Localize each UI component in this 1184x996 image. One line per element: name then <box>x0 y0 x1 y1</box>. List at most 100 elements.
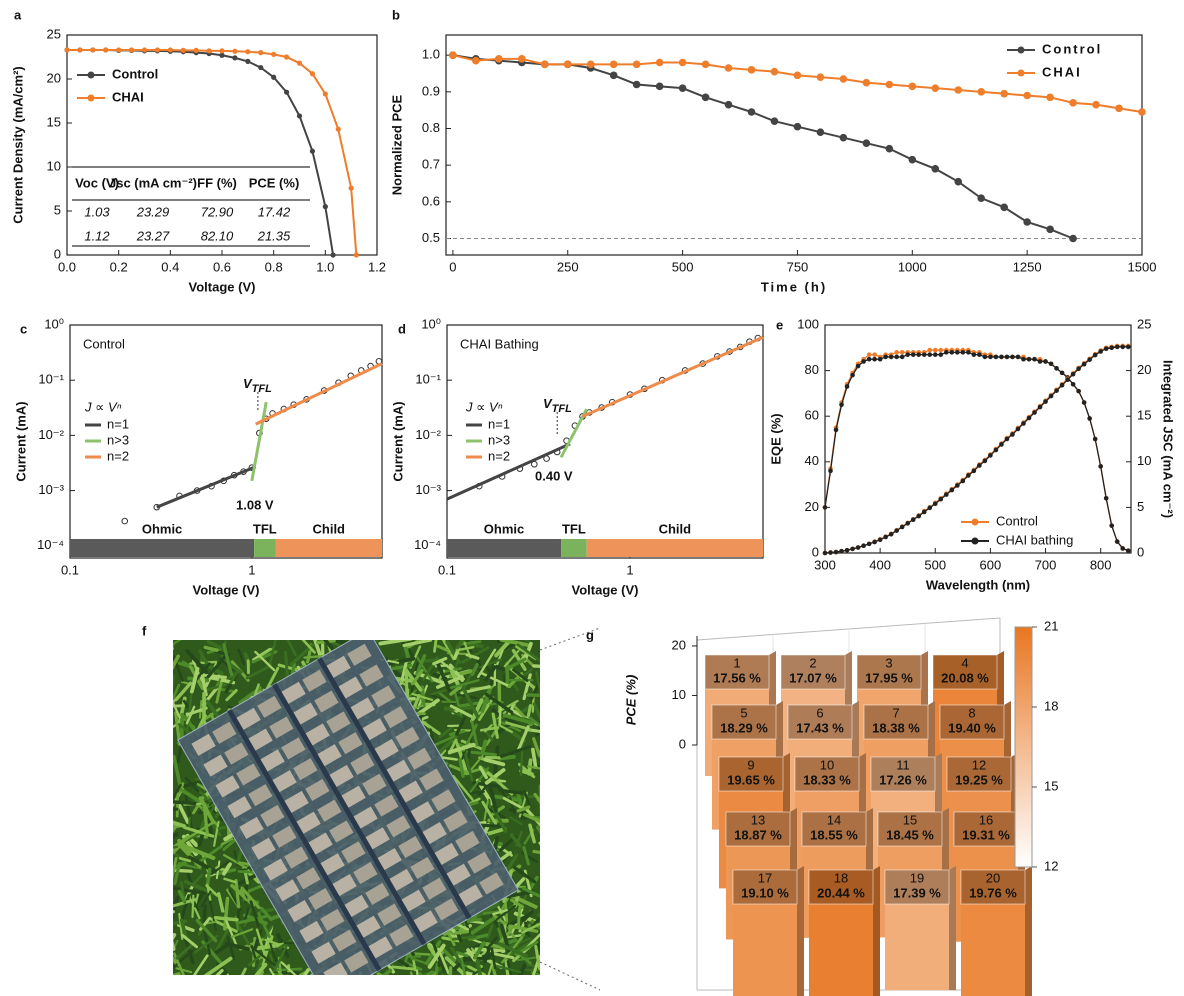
data-point <box>258 65 263 70</box>
grass-blade <box>338 975 344 994</box>
data-point <box>863 139 871 147</box>
table-cell: 23.29 <box>136 204 170 219</box>
data-point <box>702 61 710 69</box>
grass-blade <box>158 844 172 846</box>
data-point <box>817 73 825 81</box>
bar-side <box>949 866 956 990</box>
bar-value-label: 19.65 % <box>727 772 775 787</box>
data-point <box>116 47 121 52</box>
bar-value-label: 17.07 % <box>789 670 837 685</box>
y-axis-label: Current (mA) <box>390 401 405 481</box>
grass-blade <box>450 636 461 637</box>
bar-category: 18 <box>834 870 848 885</box>
data-point <box>994 448 999 453</box>
table-header: Jsc (mA cm⁻²) <box>109 175 197 190</box>
data-point <box>1115 345 1120 350</box>
data-point <box>656 83 664 91</box>
legend-marker <box>972 538 979 545</box>
data-point <box>1054 388 1059 393</box>
grass-blade <box>518 908 519 927</box>
bar-side <box>873 866 880 996</box>
x-tick-label: 700 <box>1035 557 1057 572</box>
grass-blade <box>170 637 173 649</box>
data-point <box>823 551 828 556</box>
y-tick-label: 10⁻⁴ <box>37 537 64 552</box>
data-point <box>794 123 802 131</box>
data-point <box>927 506 932 511</box>
data-point <box>954 178 962 186</box>
data-point <box>961 479 966 484</box>
data-point <box>839 403 844 408</box>
data-point <box>245 59 250 64</box>
grass-blade <box>393 967 413 969</box>
data-point <box>927 352 932 357</box>
data-point <box>1065 377 1070 382</box>
data-point <box>933 352 938 357</box>
data-point <box>1023 92 1031 100</box>
data-point <box>889 532 894 537</box>
data-point <box>1060 383 1065 388</box>
data-point <box>1115 539 1120 544</box>
data-point <box>861 543 866 548</box>
data-point <box>900 350 905 355</box>
bar-front <box>885 904 949 990</box>
data-point <box>1046 226 1054 234</box>
legend-label: n=2 <box>107 448 129 463</box>
data-point <box>181 48 186 53</box>
region-band <box>561 539 587 557</box>
bar-category: 17 <box>758 870 772 885</box>
y2-tick-label: 25 <box>1137 316 1151 331</box>
data-point <box>927 348 932 353</box>
data-point <box>1069 235 1077 243</box>
grass-blade <box>169 802 195 804</box>
grass-blade <box>228 975 229 986</box>
y-tick-label: 10 <box>672 687 686 702</box>
grass-blade <box>508 796 534 797</box>
y-axis-label: EQE (%) <box>768 413 783 464</box>
data-point <box>1023 218 1031 226</box>
trap-label-sub: TFL <box>552 403 572 415</box>
bar-category: 6 <box>816 705 823 720</box>
grass-blade <box>216 978 226 990</box>
data-point <box>977 88 985 96</box>
data-point <box>1043 399 1048 404</box>
x-tick-label: 0.1 <box>61 562 79 577</box>
table-cell: 72.90 <box>201 204 234 219</box>
panel-title: Control <box>83 336 125 351</box>
data-point <box>900 525 905 530</box>
grass-blade <box>267 978 273 991</box>
data-point <box>977 352 982 357</box>
data-point <box>872 352 877 357</box>
data-point <box>863 79 871 87</box>
data-point <box>258 50 263 55</box>
data-point <box>894 350 899 355</box>
data-point <box>90 47 95 52</box>
grass-blade <box>500 704 501 724</box>
data-point <box>449 51 457 59</box>
grass-blade <box>541 976 551 978</box>
y2-tick-label: 15 <box>1137 408 1151 423</box>
bar-front <box>809 904 873 996</box>
bar-category: 14 <box>827 812 841 827</box>
legend-label: CHAI <box>112 89 144 104</box>
y2-tick-label: 20 <box>1137 362 1151 377</box>
grass-blade <box>275 974 288 983</box>
bar-category: 15 <box>903 812 917 827</box>
y-tick-label: 15 <box>47 114 61 129</box>
x-tick-label: 1 <box>626 562 633 577</box>
data-point <box>878 357 883 362</box>
data-point <box>1032 410 1037 415</box>
data-point <box>1115 105 1123 113</box>
y-tick-label: 0 <box>812 544 819 559</box>
grass-blade <box>529 695 554 696</box>
data-point <box>1027 416 1032 421</box>
grass-blade <box>534 666 553 667</box>
data-point <box>883 535 888 540</box>
relation: J ∝ Vⁿ <box>84 399 122 414</box>
bar-category: 2 <box>809 655 816 670</box>
data-point <box>1104 346 1109 351</box>
trap-voltage-label: 0.40 V <box>535 468 573 483</box>
y-tick-label: 25 <box>47 26 61 41</box>
colorbar-tick-label: 21 <box>1044 618 1058 633</box>
data-point <box>988 453 993 458</box>
